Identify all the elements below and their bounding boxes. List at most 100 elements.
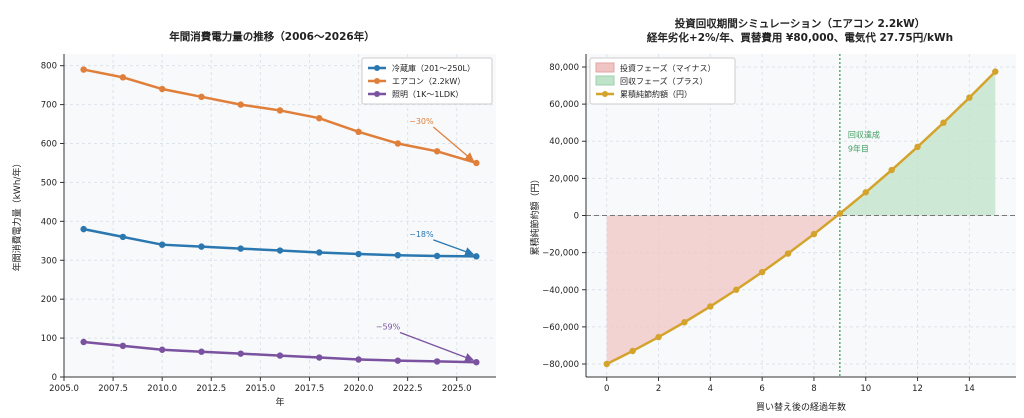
left-series-point-1: [237, 101, 244, 108]
right-y-tick-label: −40,000: [542, 286, 579, 296]
legend-label-fridge: 冷蔵庫（201〜250L）: [392, 63, 475, 73]
savings-point: [629, 347, 636, 355]
payback-label-line2: 9年目: [848, 143, 869, 153]
right-y-label: 累積純節約額（円）: [529, 174, 541, 255]
left-arrow-line: [432, 126, 475, 162]
savings-point: [862, 189, 869, 196]
left-x-tick-label: 2012.5: [196, 384, 226, 394]
left-series-point-1: [158, 85, 166, 93]
savings-point: [681, 319, 688, 326]
left-series-point-1: [394, 140, 402, 147]
left-y-label: 年間消費電力量（kWh/年）: [11, 159, 23, 272]
savings-point: [810, 230, 818, 238]
left-series-point-0: [433, 252, 441, 260]
right-chart: 投資回収期間シミュレーション（エアコン 2.2kW） 経年劣化+2%/年、買替費…: [529, 17, 1016, 413]
savings-point: [603, 360, 610, 368]
right-x-tick-label: 0: [604, 384, 609, 394]
left-series-point-0: [119, 233, 127, 241]
right-y-tick-label: 40,000: [549, 137, 579, 147]
left-annotation-label: −30%: [409, 117, 434, 126]
left-series-point-0: [276, 247, 284, 254]
savings-point: [992, 68, 999, 75]
left-y-tick-label: 400: [41, 217, 57, 227]
left-x-tick-label: 2022.5: [393, 384, 423, 394]
savings-line: [606, 70, 997, 366]
legend-label-aircon: エアコン（2.2kW）: [392, 77, 465, 86]
left-series-point-0: [198, 243, 205, 250]
left-x-tick-label: 2005.0: [49, 384, 79, 394]
right-y-tick-label: 60,000: [549, 100, 579, 110]
left-series-point-1: [355, 128, 362, 136]
right-legend-box: [589, 57, 736, 105]
left-y-tick-label: 0: [52, 373, 57, 383]
right-y-tick-label: −60,000: [542, 323, 579, 333]
right-y-tick-label: 80,000: [549, 63, 579, 73]
legend-swatch-positive: [595, 75, 615, 86]
savings-point: [758, 268, 766, 276]
left-series-point-2: [237, 350, 244, 357]
left-series-point-2: [316, 354, 323, 361]
left-x-label: 年: [275, 396, 284, 408]
left-series-point-0: [473, 253, 480, 260]
right-y-tick-label: −80,000: [542, 360, 579, 370]
left-x-tick-label: 2015.0: [245, 384, 275, 394]
left-x-tick-label: 2025.0: [442, 384, 472, 394]
left-series-point-2: [394, 357, 402, 364]
legend-label-negative: 投資フェーズ（マイナス）: [620, 63, 715, 73]
savings-point: [888, 166, 895, 174]
left-annotations: −30% −18% −59%: [376, 117, 475, 362]
savings-point: [914, 143, 921, 151]
savings-point: [733, 286, 740, 293]
legend-marker-lighting: [374, 91, 380, 97]
savings-point: [966, 94, 973, 101]
left-annotation-label: −59%: [376, 323, 401, 332]
left-series-point-0: [355, 250, 362, 258]
left-series-point-2: [80, 338, 87, 346]
right-series: [603, 68, 999, 368]
left-series-point-0: [316, 249, 323, 256]
right-x-tick-label: 10: [860, 384, 871, 394]
left-x-tick-label: 2010.0: [147, 384, 177, 394]
left-y-tick-label: 800: [41, 62, 57, 72]
left-series-point-0: [80, 225, 87, 233]
right-chart-subtitle: 経年劣化+2%/年、買替費用 ¥80,000、電気代 27.75円/kWh: [647, 31, 953, 44]
legend-swatch-negative: [595, 62, 615, 73]
positive-area: [837, 71, 996, 216]
left-ticks: 2005.0 2007.5 2010.0 2012.5 2015.0 2017.5 2020…: [41, 62, 472, 394]
right-y-tick-label: 20,000: [549, 174, 579, 184]
left-series-point-0: [158, 241, 166, 248]
left-arrow-line: [433, 239, 475, 256]
right-ticks: 0 2 4 6 8 10 12 14 −80,000 −60,000 −40,000 −20,000 0…: [542, 63, 975, 394]
savings-point: [707, 303, 714, 310]
right-x-tick-label: 2: [656, 384, 661, 394]
left-arrow-line: [399, 331, 475, 362]
left-chart-title: 年間消費電力量の推移（2006〜2026年）: [169, 30, 374, 43]
left-x-tick-label: 2007.5: [98, 384, 128, 394]
left-series-point-2: [473, 359, 480, 366]
payback-label-line1: 回収達成: [848, 130, 880, 140]
left-x-tick-label: 2020.0: [344, 384, 374, 394]
left-y-tick-label: 500: [41, 178, 57, 188]
left-series-point-0: [394, 251, 402, 259]
legend-label-positive: 回収フェーズ（プラス）: [620, 76, 707, 86]
legend-label-lighting: 照明（1K〜1LDK）: [392, 90, 463, 99]
savings-point: [784, 250, 792, 257]
right-chart-title: 投資回収期間シミュレーション（エアコン 2.2kW）: [675, 17, 925, 30]
left-legend: 冷蔵庫（201〜250L） エアコン（2.2kW） 照明（1K〜1LDK）: [361, 57, 493, 105]
right-x-tick-label: 12: [912, 384, 923, 394]
left-legend-box: [361, 57, 493, 105]
right-x-tick-label: 8: [811, 384, 816, 394]
right-legend: 投資フェーズ（マイナス） 回収フェーズ（プラス） 累積純節約額（円）: [589, 57, 736, 105]
right-y-tick-label: −20,000: [542, 249, 579, 259]
left-series-point-1: [198, 93, 205, 101]
left-y-tick-label: 700: [41, 101, 57, 111]
left-y-tick-label: 100: [41, 334, 57, 344]
left-series-point-0: [237, 245, 244, 252]
left-series-point-2: [198, 348, 205, 355]
left-series-point-2: [276, 352, 284, 359]
left-y-tick-label: 300: [41, 256, 57, 266]
left-series-point-2: [355, 356, 362, 363]
right-y-tick-label: 0: [574, 212, 579, 222]
right-x-label: 買い替え後の経過年数: [756, 401, 846, 413]
